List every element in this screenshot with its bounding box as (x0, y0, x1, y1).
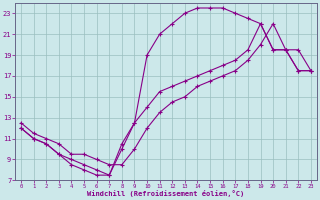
X-axis label: Windchill (Refroidissement éolien,°C): Windchill (Refroidissement éolien,°C) (87, 190, 244, 197)
